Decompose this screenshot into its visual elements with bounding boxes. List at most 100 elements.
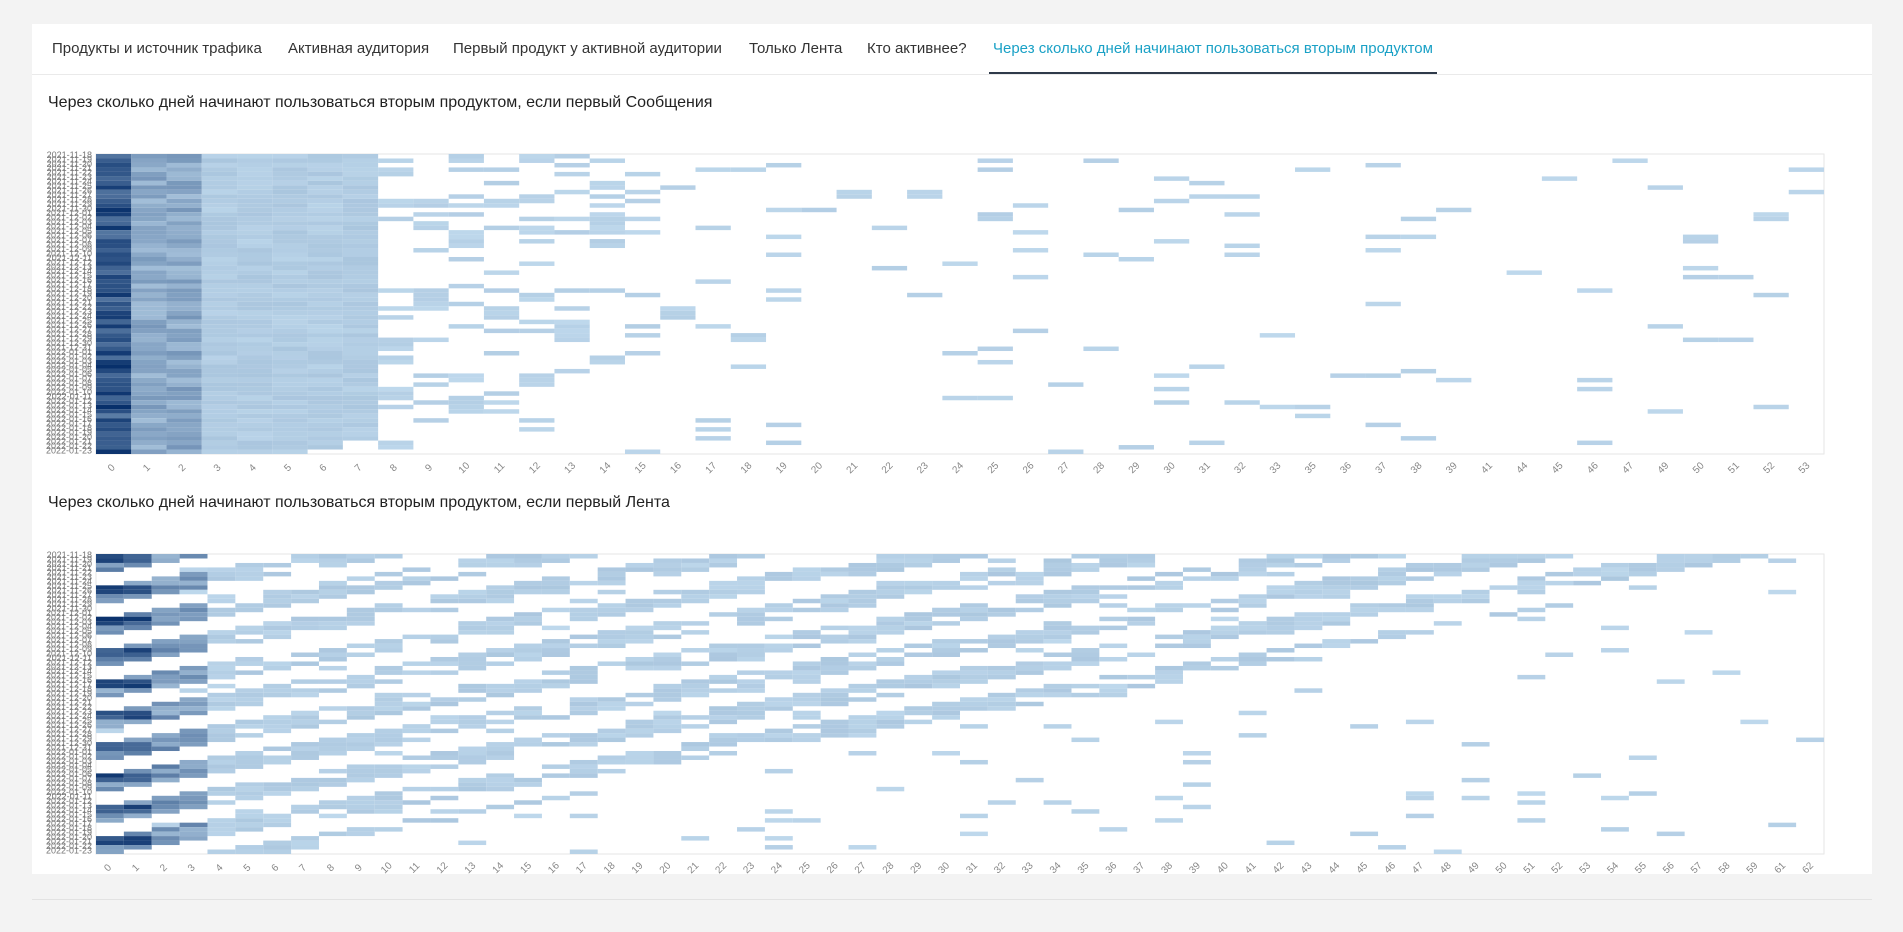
heatmap-cell bbox=[235, 822, 264, 828]
heatmap-cell bbox=[1210, 571, 1239, 577]
tab-only-feed[interactable]: Только Лента bbox=[749, 40, 843, 57]
x-tick-label: 31 bbox=[964, 860, 980, 874]
heatmap-cell bbox=[541, 652, 570, 657]
heatmap-cell bbox=[1071, 737, 1100, 743]
heatmap-cell bbox=[123, 652, 152, 657]
heatmap-cell bbox=[151, 589, 180, 595]
heatmap-cell bbox=[374, 827, 403, 832]
heatmap-cell bbox=[123, 594, 152, 599]
heatmap-cell bbox=[166, 167, 202, 172]
heatmap-cell bbox=[179, 764, 208, 769]
heatmap-cell bbox=[458, 715, 487, 720]
heatmap-cell bbox=[201, 234, 238, 240]
heatmap-cell bbox=[1768, 822, 1797, 828]
y-tick-label: 2021-12-02 bbox=[46, 212, 92, 222]
heatmap-cell bbox=[166, 359, 202, 365]
x-tick-label: 15 bbox=[633, 460, 649, 474]
heatmap-cell bbox=[653, 719, 682, 725]
heatmap-cell bbox=[1601, 562, 1629, 568]
heatmap-cell bbox=[1182, 634, 1211, 640]
heatmap-cell bbox=[151, 827, 180, 832]
heatmap-cell bbox=[123, 710, 152, 716]
heatmap-cell bbox=[486, 558, 515, 563]
heatmap-cell bbox=[237, 377, 273, 383]
heatmap-cell bbox=[1684, 558, 1713, 563]
heatmap-cell bbox=[1099, 594, 1128, 599]
heatmap-cell bbox=[764, 603, 793, 608]
heatmap-cell bbox=[342, 225, 379, 231]
heatmap-cell bbox=[1350, 580, 1379, 586]
heatmap-cell bbox=[378, 306, 414, 311]
x-tick-label: 30 bbox=[936, 860, 952, 874]
heatmap-cell bbox=[737, 589, 765, 595]
y-tick-label: 2021-11-29 bbox=[47, 199, 92, 209]
tab-who-more-active[interactable]: Кто активнее? bbox=[867, 40, 967, 57]
heatmap-cell bbox=[179, 795, 208, 801]
heatmap-cell bbox=[1601, 576, 1629, 581]
heatmap-cell bbox=[430, 656, 459, 662]
tab-active-audience[interactable]: Активная аудитория bbox=[288, 40, 430, 57]
heatmap-cell bbox=[96, 652, 124, 657]
y-tick-label: 2021-11-20 bbox=[47, 559, 92, 569]
heatmap-cell bbox=[737, 648, 765, 653]
heatmap-cell bbox=[876, 715, 905, 720]
x-tick-label: 46 bbox=[1382, 860, 1398, 874]
x-tick-label: 58 bbox=[1717, 860, 1733, 874]
y-tick-label: 2022-01-04 bbox=[46, 360, 92, 370]
heatmap-cell bbox=[96, 625, 124, 631]
heatmap-cell bbox=[166, 445, 202, 450]
heatmap-cell bbox=[820, 719, 849, 725]
y-tick-label: 2021-11-27 bbox=[47, 190, 92, 200]
heatmap-cell bbox=[486, 630, 515, 635]
y-tick-label: 2021-12-30 bbox=[46, 738, 92, 748]
heatmap-cell bbox=[483, 391, 520, 396]
heatmap-cell bbox=[96, 185, 132, 190]
y-tick-label: 2022-01-13 bbox=[46, 801, 92, 811]
heatmap-cell bbox=[151, 621, 180, 626]
heatmap-cell bbox=[977, 216, 1013, 222]
x-tick-label: 33 bbox=[1020, 860, 1036, 874]
heatmap-cell bbox=[291, 594, 319, 599]
heatmap-cell bbox=[1489, 562, 1518, 568]
heatmap-cell bbox=[1294, 594, 1323, 599]
heatmap-cell bbox=[96, 746, 124, 752]
heatmap-cell bbox=[342, 279, 379, 284]
heatmap-cell bbox=[597, 697, 626, 702]
heatmap-cell bbox=[342, 270, 379, 275]
heatmap-cell bbox=[541, 683, 570, 689]
tab-second-product-days[interactable]: Через сколько дней начинают пользоваться… bbox=[989, 24, 1437, 74]
heatmap-cell bbox=[1545, 580, 1574, 586]
heatmap-cell bbox=[96, 777, 124, 783]
heatmap-cell bbox=[820, 571, 849, 577]
x-tick-label: 13 bbox=[463, 860, 479, 874]
heatmap-cell bbox=[272, 359, 308, 365]
heatmap-cell bbox=[514, 580, 542, 586]
tab-first-product[interactable]: Первый продукт у активной аудитории bbox=[453, 40, 722, 57]
heatmap-cell bbox=[569, 773, 598, 778]
heatmap-cell bbox=[514, 648, 542, 653]
heatmap-cell bbox=[764, 571, 793, 577]
heatmap-cell bbox=[709, 580, 738, 586]
heatmap-cell bbox=[131, 319, 167, 325]
heatmap-cell bbox=[766, 252, 802, 257]
heatmap-cell bbox=[272, 400, 308, 405]
heatmap-cell bbox=[1682, 337, 1719, 343]
heatmap-cell bbox=[207, 598, 236, 604]
heatmap-cell bbox=[307, 279, 343, 284]
heatmap-cell bbox=[201, 427, 238, 432]
heatmap-cell bbox=[1015, 594, 1044, 599]
heatmap-cell bbox=[1682, 265, 1719, 271]
heatmap-cell bbox=[1012, 274, 1049, 280]
tab-products-traffic[interactable]: Продукты и источник трафика bbox=[52, 40, 262, 57]
heatmap-cell bbox=[876, 692, 905, 698]
heatmap-cell bbox=[1210, 656, 1239, 662]
heatmap-cell bbox=[131, 234, 167, 240]
heatmap-cell bbox=[96, 274, 132, 280]
heatmap-cell bbox=[237, 221, 273, 226]
heatmap-cell bbox=[876, 594, 905, 599]
heatmap-cell bbox=[1684, 562, 1713, 568]
heatmap-cell bbox=[201, 395, 238, 401]
heatmap-cell bbox=[342, 310, 379, 316]
heatmap-cell bbox=[1294, 643, 1323, 649]
heatmap-cell bbox=[123, 656, 152, 662]
